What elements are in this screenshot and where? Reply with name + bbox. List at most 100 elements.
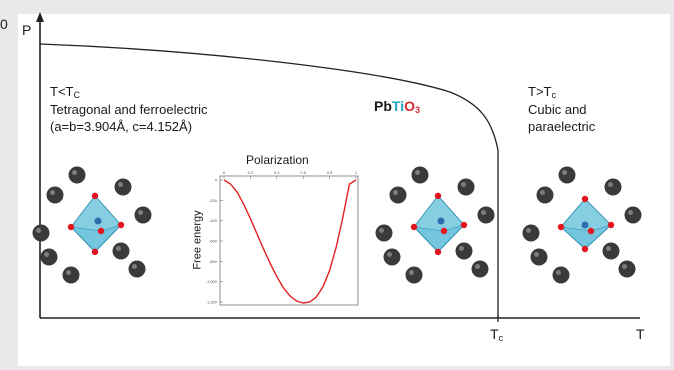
lead-atom-highlight bbox=[36, 228, 41, 233]
lead-atom bbox=[32, 224, 50, 242]
right-condition-main: T>T bbox=[528, 84, 552, 99]
ti-atom bbox=[94, 217, 102, 225]
lead-atom bbox=[558, 166, 576, 184]
octahedron-face bbox=[413, 195, 465, 232]
oxygen-atom bbox=[587, 227, 595, 235]
inset-y-tick-label: -800 bbox=[209, 259, 218, 264]
lead-atom bbox=[112, 242, 130, 260]
left-condition-sub: C bbox=[73, 90, 80, 100]
lead-atom-highlight bbox=[393, 190, 398, 195]
lead-atom-highlight bbox=[50, 190, 55, 195]
lead-atom bbox=[411, 166, 429, 184]
lead-atom-highlight bbox=[132, 264, 137, 269]
left-phase-line1: Tetragonal and ferroelectric bbox=[50, 102, 208, 117]
inset-x-tick-label: 1 bbox=[355, 170, 358, 175]
lead-atom-highlight bbox=[622, 264, 627, 269]
lead-atom-highlight bbox=[606, 246, 611, 251]
lead-atom bbox=[405, 266, 423, 284]
lead-atom-highlight bbox=[72, 170, 77, 175]
lead-atom-highlight bbox=[387, 252, 392, 257]
lead-atom bbox=[46, 186, 64, 204]
octahedron-face bbox=[70, 195, 122, 232]
inset-plot: 0 0.2 0.4 0.6 0.8 1 0 -200 -400 -600 -800 -1,000 -1… bbox=[206, 170, 359, 306]
lead-atom-highlight bbox=[415, 170, 420, 175]
lead-atom-highlight bbox=[118, 182, 123, 187]
oxygen-atom bbox=[581, 195, 589, 203]
lead-atom-highlight bbox=[475, 264, 480, 269]
oxygen-atom bbox=[581, 245, 589, 253]
lead-atom-highlight bbox=[526, 228, 531, 233]
oxygen-atom bbox=[91, 192, 99, 200]
lead-atom bbox=[604, 178, 622, 196]
inset-frame bbox=[219, 175, 359, 306]
lead-atom bbox=[455, 242, 473, 260]
lead-atom-highlight bbox=[116, 246, 121, 251]
inset-x-tick-label: 0.4 bbox=[274, 170, 280, 175]
inset-y-tick-label: -1,000 bbox=[206, 279, 218, 284]
lead-atom-highlight bbox=[379, 228, 384, 233]
tc-label: Tc bbox=[490, 326, 503, 346]
lead-atom bbox=[389, 186, 407, 204]
oxygen-atom bbox=[607, 221, 615, 229]
crystal-left bbox=[32, 166, 152, 284]
lead-atom-highlight bbox=[481, 210, 486, 215]
lead-atom-highlight bbox=[608, 182, 613, 187]
oxygen-atom bbox=[67, 223, 75, 231]
inset-x-tick-label: 0.8 bbox=[327, 170, 333, 175]
formula-o: O bbox=[404, 98, 415, 114]
inset-free-energy-curve bbox=[223, 179, 357, 304]
lead-atom-highlight bbox=[562, 170, 567, 175]
formula-ti: Ti bbox=[391, 98, 405, 114]
lead-atom bbox=[471, 260, 489, 278]
lead-atom bbox=[68, 166, 86, 184]
lead-atom-highlight bbox=[628, 210, 633, 215]
inset-x-tick-label: 0 bbox=[223, 170, 226, 175]
oxygen-atom bbox=[117, 221, 125, 229]
inset-y-tick-label: -600 bbox=[209, 239, 218, 244]
left-phase-line2: (a=b=3.904Å, c=4.152Å) bbox=[50, 119, 193, 134]
edge-digit: 0 bbox=[0, 16, 8, 32]
ti-atom bbox=[437, 217, 445, 225]
lead-atom bbox=[383, 248, 401, 266]
polarization-curve bbox=[39, 43, 499, 151]
oxygen-atom bbox=[557, 223, 565, 231]
ti-atom bbox=[581, 221, 589, 229]
lead-atom-highlight bbox=[138, 210, 143, 215]
oxygen-atom bbox=[460, 221, 468, 229]
tc-label-sub: c bbox=[498, 333, 504, 343]
inset-ylabel: Free energy bbox=[191, 210, 204, 270]
y-axis-label: P bbox=[22, 22, 32, 38]
pbtio3-formula: PbTiO3 bbox=[374, 98, 420, 118]
lead-atom-highlight bbox=[44, 252, 49, 257]
inset-x-ticks: 0 0.2 0.4 0.6 0.8 1 bbox=[223, 170, 358, 179]
right-condition-sub: c bbox=[551, 90, 556, 100]
y-axis-arrow bbox=[36, 12, 44, 22]
inset-y-tick-label: -1,200 bbox=[206, 300, 218, 305]
lead-atom bbox=[552, 266, 570, 284]
oxygen-atom bbox=[434, 248, 442, 256]
formula-pb: Pb bbox=[374, 98, 392, 114]
lead-atom bbox=[457, 178, 475, 196]
right-phase-line2: paraelectric bbox=[528, 119, 596, 134]
inset-title: Polarization bbox=[246, 153, 309, 167]
oxygen-atom bbox=[440, 227, 448, 235]
lead-atom bbox=[128, 260, 146, 278]
lead-atom bbox=[62, 266, 80, 284]
inset-y-tick-label: 0 bbox=[215, 178, 218, 183]
lead-atom bbox=[40, 248, 58, 266]
oxygen-atom bbox=[91, 248, 99, 256]
lead-atom bbox=[134, 206, 152, 224]
lead-atom bbox=[522, 224, 540, 242]
lead-atom bbox=[536, 186, 554, 204]
right-phase-line1: Cubic and bbox=[528, 102, 587, 117]
lead-atom-highlight bbox=[540, 190, 545, 195]
inset-y-ticks: 0 -200 -400 -600 -800 -1,000 -1,200 bbox=[206, 178, 223, 305]
lead-atom-highlight bbox=[409, 270, 414, 275]
lead-atom bbox=[375, 224, 393, 242]
lead-atom bbox=[602, 242, 620, 260]
oxygen-atom bbox=[97, 227, 105, 235]
left-phase-condition: T<TC bbox=[50, 84, 80, 103]
inset-x-tick-label: 0.6 bbox=[300, 170, 306, 175]
